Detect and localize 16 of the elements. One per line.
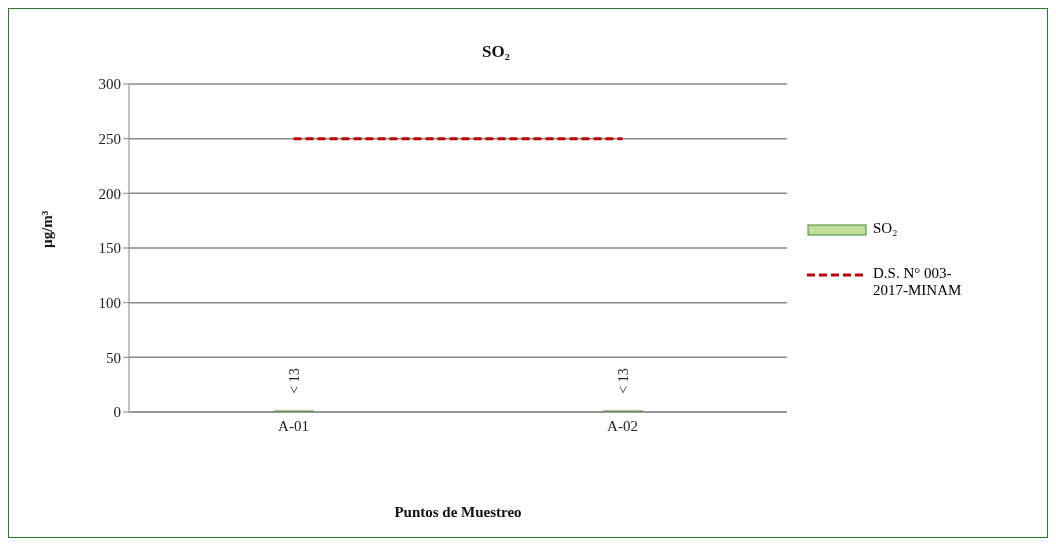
y-tick-label: 0 <box>113 404 121 421</box>
y-tick-label: 250 <box>98 130 121 147</box>
chart-title: SO₂ <box>482 42 510 61</box>
y-tick-label: 200 <box>98 185 121 202</box>
y-tick-label: 100 <box>98 294 121 311</box>
legend-label: SO₂ <box>873 219 899 237</box>
legend-label: D.S. N° 003-2017-MINAM <box>873 264 963 299</box>
data-label: < 13 <box>286 368 302 394</box>
x-tick-label: A-01 <box>278 417 309 434</box>
y-axis-title: µg/m³ <box>39 210 56 248</box>
y-tick-label: 150 <box>98 240 121 257</box>
data-label: < 13 <box>615 368 631 394</box>
y-tick-label: 300 <box>98 76 121 93</box>
y-tick-label: 50 <box>106 349 121 366</box>
x-tick-label: A-02 <box>607 417 638 434</box>
x-axis-title: Puntos de Muestreo <box>394 504 522 520</box>
